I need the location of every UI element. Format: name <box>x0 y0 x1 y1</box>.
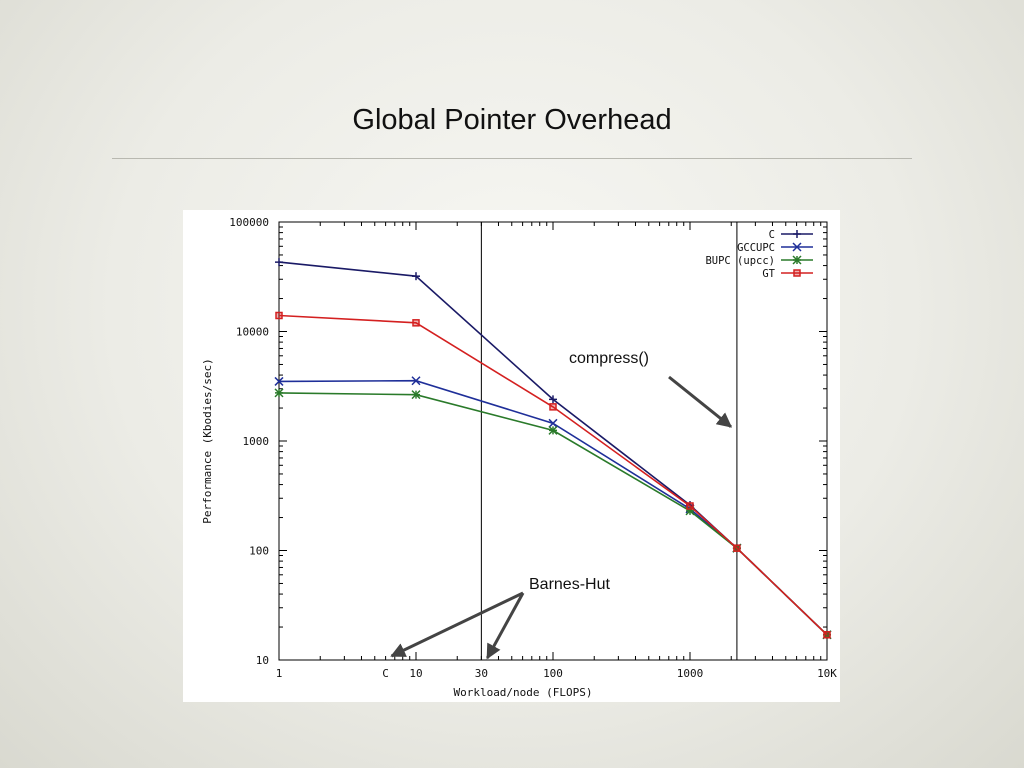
x-tick-label: 1000 <box>677 667 704 680</box>
legend-label: GT <box>762 268 775 280</box>
annotation-compress: compress() <box>569 350 649 367</box>
annotation-barnes-hut: Barnes-Hut <box>529 576 610 593</box>
data-point <box>274 376 284 386</box>
data-point <box>823 631 831 639</box>
title-divider <box>112 158 912 159</box>
annotation-barnes-hut-arrow <box>390 591 524 658</box>
data-point <box>275 258 283 267</box>
marker-stroke <box>412 319 420 327</box>
data-point <box>549 395 557 404</box>
data-point <box>412 272 420 281</box>
y-tick-label: 100000 <box>229 216 269 229</box>
data-point <box>686 502 694 510</box>
data-point <box>548 418 558 428</box>
x-extra-label: C <box>382 667 389 680</box>
legend-marker <box>793 230 801 238</box>
series-2 <box>274 388 832 640</box>
marker-stroke <box>792 255 802 265</box>
data-point <box>411 390 421 400</box>
marker-stroke <box>549 403 557 411</box>
y-axis-label: Performance (Kbodies/sec) <box>201 358 214 524</box>
x-extra-label: 30 <box>475 667 488 680</box>
y-tick-label: 1000 <box>243 435 270 448</box>
data-point <box>274 388 284 398</box>
x-tick-label: 10 <box>409 667 422 680</box>
marker-stroke <box>274 376 284 386</box>
marker-stroke <box>275 311 283 320</box>
y-tick-label: 100 <box>249 545 269 558</box>
plot-frame <box>278 221 828 661</box>
slide-title: Global Pointer Overhead <box>352 104 672 136</box>
x-tick-label: 1 <box>276 667 283 680</box>
legend-label: C <box>769 229 775 241</box>
marker-stroke <box>411 376 421 386</box>
legend-marker <box>793 269 801 277</box>
marker-stroke <box>411 390 421 400</box>
x-tick-label: 10K <box>817 667 837 680</box>
y-tick-label: 10 <box>256 654 269 667</box>
marker-stroke <box>733 544 741 552</box>
data-point <box>411 376 421 386</box>
series-3 <box>275 311 831 639</box>
series-1 <box>274 376 832 640</box>
series-line <box>278 379 828 636</box>
data-point <box>549 403 557 411</box>
data-point <box>412 319 420 327</box>
marker-stroke <box>548 418 558 428</box>
legend-label: GCCUPC <box>737 242 775 254</box>
annotation-barnes-hut-arrow <box>486 592 525 660</box>
annotation-compress-arrow <box>668 375 733 428</box>
legend-marker <box>792 242 802 252</box>
marker-stroke <box>686 502 694 510</box>
x-tick-label: 100 <box>543 667 563 680</box>
x-axis-label: Workload/node (FLOPS) <box>453 686 592 699</box>
marker-stroke <box>274 388 284 398</box>
marker-stroke <box>793 269 801 277</box>
data-point <box>275 311 283 320</box>
legend-label: BUPC (upcc) <box>705 255 775 267</box>
y-tick-label: 10000 <box>236 326 269 339</box>
series-line <box>278 314 828 636</box>
data-point <box>548 425 558 435</box>
marker-stroke <box>823 631 831 639</box>
marker-stroke <box>548 425 558 435</box>
performance-chart: 1 10 100 1000 10K C 30 10 100 1000 10000 100000 Work… <box>183 210 840 702</box>
marker-stroke <box>792 242 802 252</box>
legend-marker <box>792 255 802 265</box>
data-point <box>733 544 741 552</box>
